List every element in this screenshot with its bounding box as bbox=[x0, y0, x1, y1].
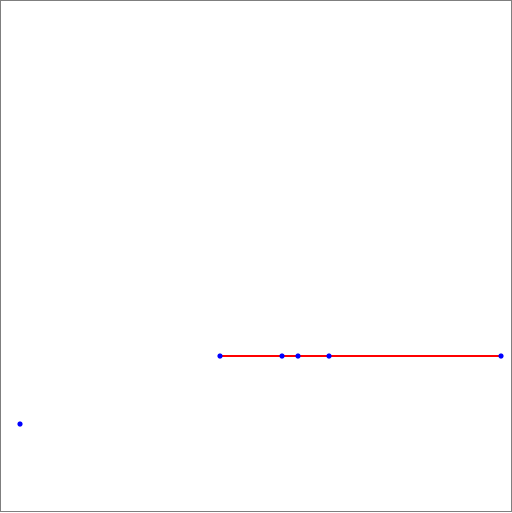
point-p3 bbox=[295, 353, 301, 359]
point-p4 bbox=[326, 353, 332, 359]
point-p2 bbox=[279, 353, 285, 359]
point-p6 bbox=[17, 421, 23, 427]
point-p1 bbox=[217, 353, 223, 359]
points-layer bbox=[17, 353, 504, 427]
point-p5 bbox=[498, 353, 504, 359]
